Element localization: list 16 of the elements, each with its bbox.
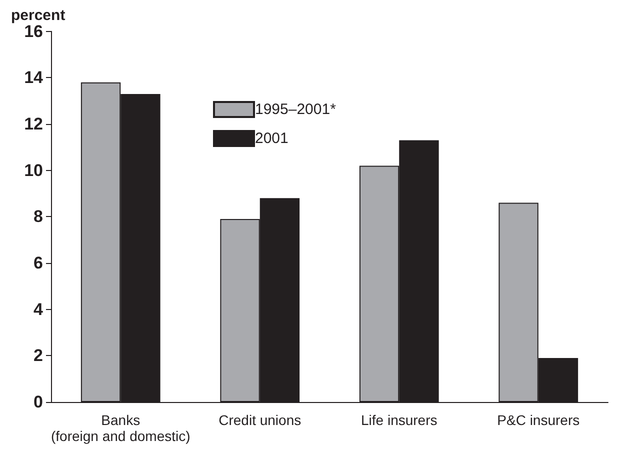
y-tick-label: 0	[34, 392, 43, 412]
x-tick-label: Life insurers	[360, 412, 438, 428]
y-tick-label: 14	[24, 68, 44, 88]
y-tick-label: 12	[24, 114, 43, 134]
y-tick-label: 16	[24, 22, 43, 41]
y-tick-label: 6	[34, 254, 43, 273]
y-axis-title: percent	[11, 7, 66, 24]
legend-label: 1995–2001*	[255, 101, 336, 118]
x-tick-label: P&C insurers	[497, 412, 580, 428]
y-tick-label: 8	[34, 207, 43, 226]
x-tick-label: Banks (foreign and domestic)	[50, 412, 190, 444]
y-tick-label: 10	[24, 160, 43, 180]
x-tick-label: Credit unions	[218, 412, 302, 428]
y-tick-label: 4	[34, 300, 44, 319]
y-tick-label: 2	[34, 346, 43, 366]
legend-label: 2001	[255, 130, 288, 147]
